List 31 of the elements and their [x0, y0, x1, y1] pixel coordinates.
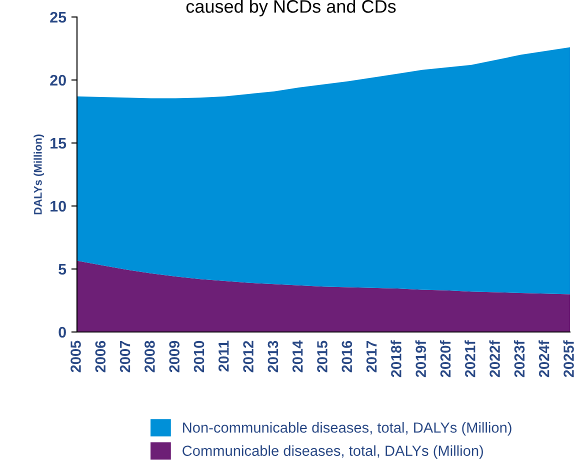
x-tick-label: 2006 [95, 340, 106, 372]
y-tick-label: 5 [58, 264, 66, 275]
chart-title: caused by NCDs and CDs [186, 0, 396, 16]
y-axis-title: DALYs (Million) [34, 134, 44, 214]
x-tick-label: 2005 [70, 340, 81, 372]
x-tick-label: 2007 [120, 340, 130, 372]
x-tick-label: 2019f [415, 340, 426, 378]
x-tick-label: 2015 [317, 340, 328, 372]
x-tick-label: 2010 [194, 340, 204, 372]
x-tick-label: 2008 [144, 340, 155, 372]
y-tick-label: 0 [58, 326, 66, 338]
x-tick-label: 2020f [440, 340, 451, 378]
x-tick-label: 2021f [464, 340, 476, 378]
x-tick-label: 2022f [489, 340, 500, 378]
x-tick-label: 2014 [292, 340, 303, 372]
x-tick-label: 2011 [218, 340, 229, 372]
y-tick-label: 25 [50, 12, 66, 23]
x-tick-label: 2024f [538, 340, 550, 378]
y-tick-label: 20 [50, 74, 66, 86]
x-tick-label: 2009 [169, 340, 180, 372]
y-tick-label: 10 [50, 200, 66, 212]
x-tick-label: 2017 [366, 340, 377, 372]
x-tick-label: 2023f [514, 340, 525, 378]
x-tick-label: 2013 [268, 340, 278, 372]
y-tick-label: 15 [50, 138, 66, 149]
legend-label: Non-communicable diseases, total, DALYs (Million) [183, 422, 512, 436]
x-tick-label: 2012 [243, 340, 254, 372]
x-tick-label: 2025f [563, 340, 574, 378]
legend-label: Communicable diseases, total, DALYs (Million) [182, 445, 483, 459]
x-tick-label: 2016 [342, 340, 352, 372]
x-tick-label: 2018f [390, 340, 402, 378]
